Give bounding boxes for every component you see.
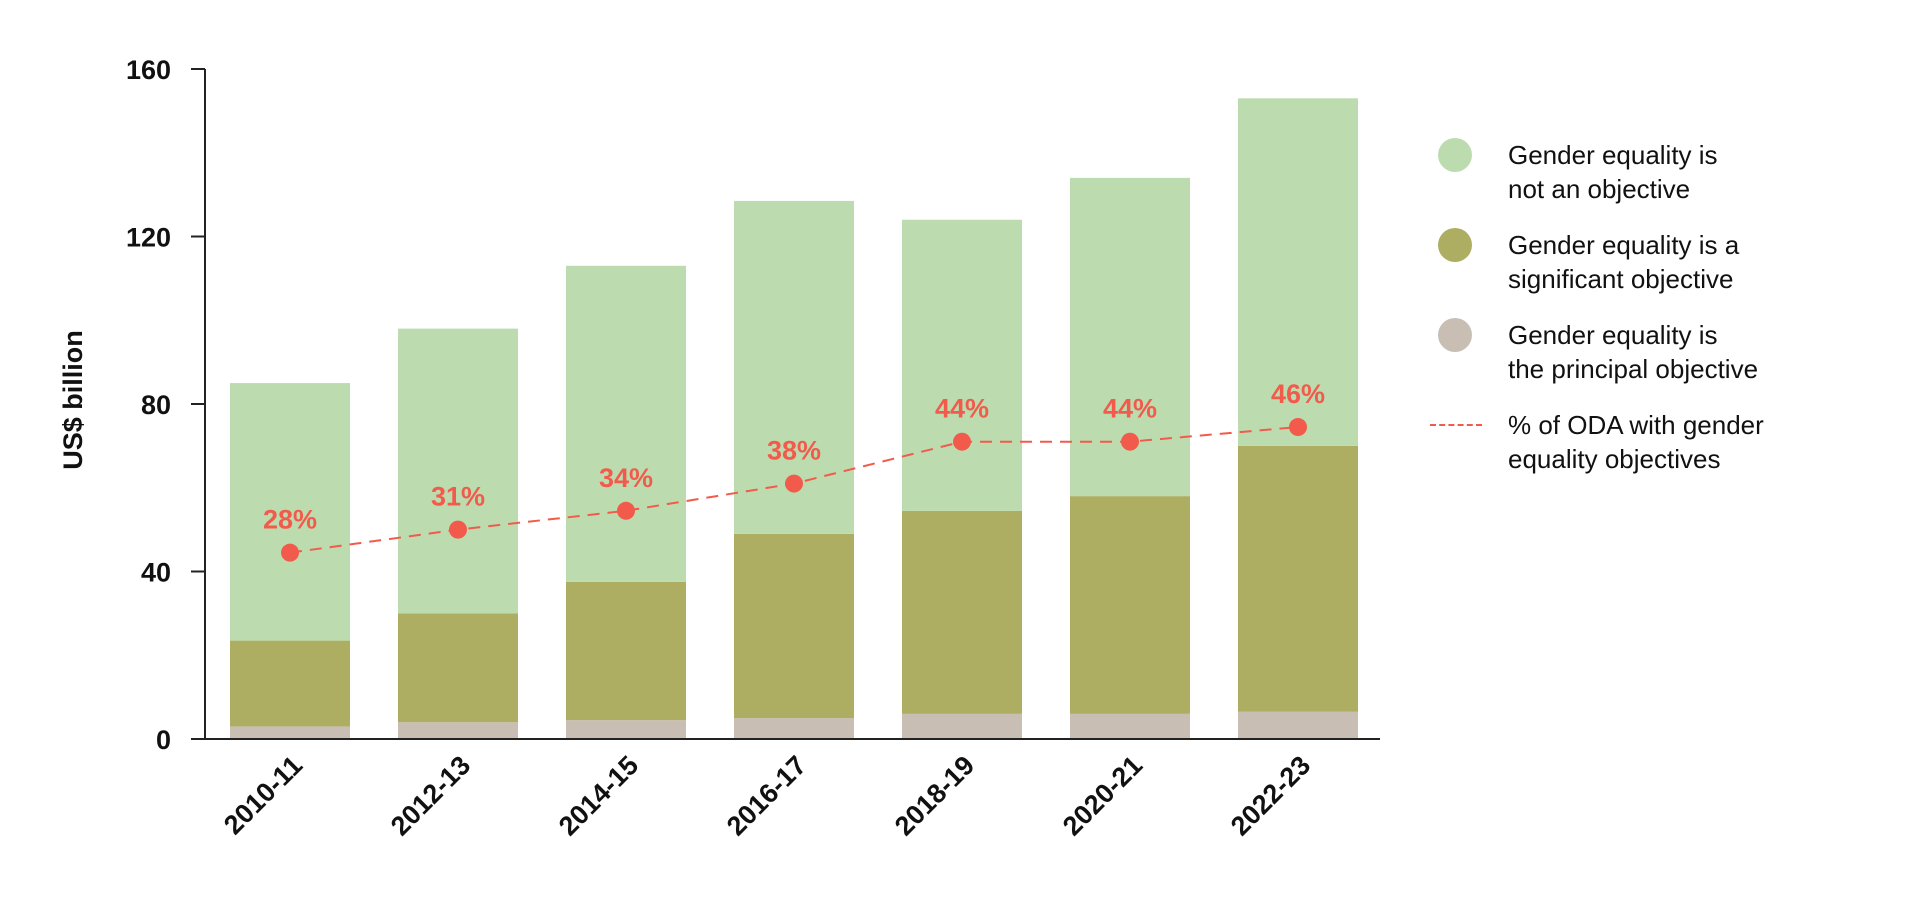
legend-swatch-principal-objective <box>1430 318 1488 352</box>
bars-layer <box>230 98 1358 739</box>
bar-2022-23-series-1 <box>1238 445 1358 712</box>
x-tick-label: 2010-11 <box>218 750 308 840</box>
oda-percentage-label: 28% <box>263 505 317 535</box>
legend-item-oda-percentage: % of ODA with gender equality objectives <box>1430 408 1900 476</box>
oda-percentage-point <box>449 520 467 539</box>
bar-2012-13-series-2 <box>398 328 518 614</box>
y-tick-label: 0 <box>156 725 171 755</box>
y-tick-label: 120 <box>126 223 171 253</box>
legend-label-oda-percentage: % of ODA with gender equality objectives <box>1508 410 1764 474</box>
x-tick-label: 2022-23 <box>1225 750 1316 841</box>
x-tick-label: 2012-13 <box>385 750 476 841</box>
bar-2010-11-series-0 <box>230 726 350 739</box>
oda-percentage-point <box>1121 432 1139 451</box>
x-tick-label: 2018-19 <box>889 750 980 841</box>
bar-2018-19-series-2 <box>902 219 1022 511</box>
legend-item-significant-objective: Gender equality is a significant objecti… <box>1430 228 1900 296</box>
bar-2012-13-series-1 <box>398 613 518 723</box>
bar-2010-11-series-2 <box>230 383 350 641</box>
oda-percentage-label: 38% <box>767 436 821 466</box>
bar-2016-17-series-0 <box>734 718 854 739</box>
bar-2014-15-series-2 <box>566 265 686 582</box>
oda-percentage-label: 44% <box>1103 394 1157 424</box>
bar-2014-15-series-0 <box>566 720 686 739</box>
legend-label-significant-objective: Gender equality is a significant objecti… <box>1508 230 1740 294</box>
bar-2014-15-series-1 <box>566 581 686 721</box>
oda-percentage-line-layer: 28% 31% 34% 38% 44% 44% 46% <box>263 379 1325 562</box>
x-tick-label: 2020-21 <box>1057 750 1148 841</box>
bar-2022-23-series-2 <box>1238 98 1358 446</box>
oda-percentage-point <box>281 543 299 562</box>
y-tick-label: 80 <box>141 390 171 420</box>
oda-percentage-label: 34% <box>599 463 653 493</box>
legend: Gender equality is not an objective Gend… <box>1430 138 1900 498</box>
bar-2020-21-series-0 <box>1070 713 1190 739</box>
legend-swatch-not-objective <box>1430 138 1488 172</box>
oda-percentage-label: 46% <box>1271 379 1325 409</box>
legend-dot-significant-objective <box>1438 228 1472 262</box>
legend-dot-principal-objective <box>1438 318 1472 352</box>
bar-2022-23-series-0 <box>1238 711 1358 739</box>
y-axis-label: US$ billion <box>58 330 88 470</box>
oda-percentage-point <box>953 432 971 451</box>
legend-swatch-significant-objective <box>1430 228 1488 262</box>
y-tick-label: 160 <box>126 55 171 85</box>
legend-dash-oda-percentage <box>1430 424 1482 426</box>
legend-swatch-oda-percentage <box>1430 408 1488 442</box>
bar-2020-21-series-1 <box>1070 496 1190 714</box>
legend-label-not-objective: Gender equality is not an objective <box>1508 140 1718 204</box>
bar-2016-17-series-1 <box>734 533 854 719</box>
bar-2012-13-series-0 <box>398 722 518 739</box>
x-tick-label: 2014-15 <box>553 750 644 841</box>
oda-percentage-point <box>1289 418 1307 437</box>
oda-percentage-label: 44% <box>935 394 989 424</box>
y-tick-label: 40 <box>141 558 171 588</box>
oda-percentage-label: 31% <box>431 482 485 512</box>
x-tick-label: 2016-17 <box>721 750 812 841</box>
oda-percentage-point <box>617 501 635 520</box>
legend-label-principal-objective: Gender equality is the principal objecti… <box>1508 320 1759 384</box>
bar-2018-19-series-1 <box>902 510 1022 714</box>
bar-2010-11-series-1 <box>230 640 350 727</box>
legend-item-principal-objective: Gender equality is the principal objecti… <box>1430 318 1900 386</box>
legend-item-not-objective: Gender equality is not an objective <box>1430 138 1900 206</box>
oda-percentage-point <box>785 474 803 493</box>
bar-2018-19-series-0 <box>902 713 1022 739</box>
legend-dot-not-objective <box>1438 138 1472 172</box>
